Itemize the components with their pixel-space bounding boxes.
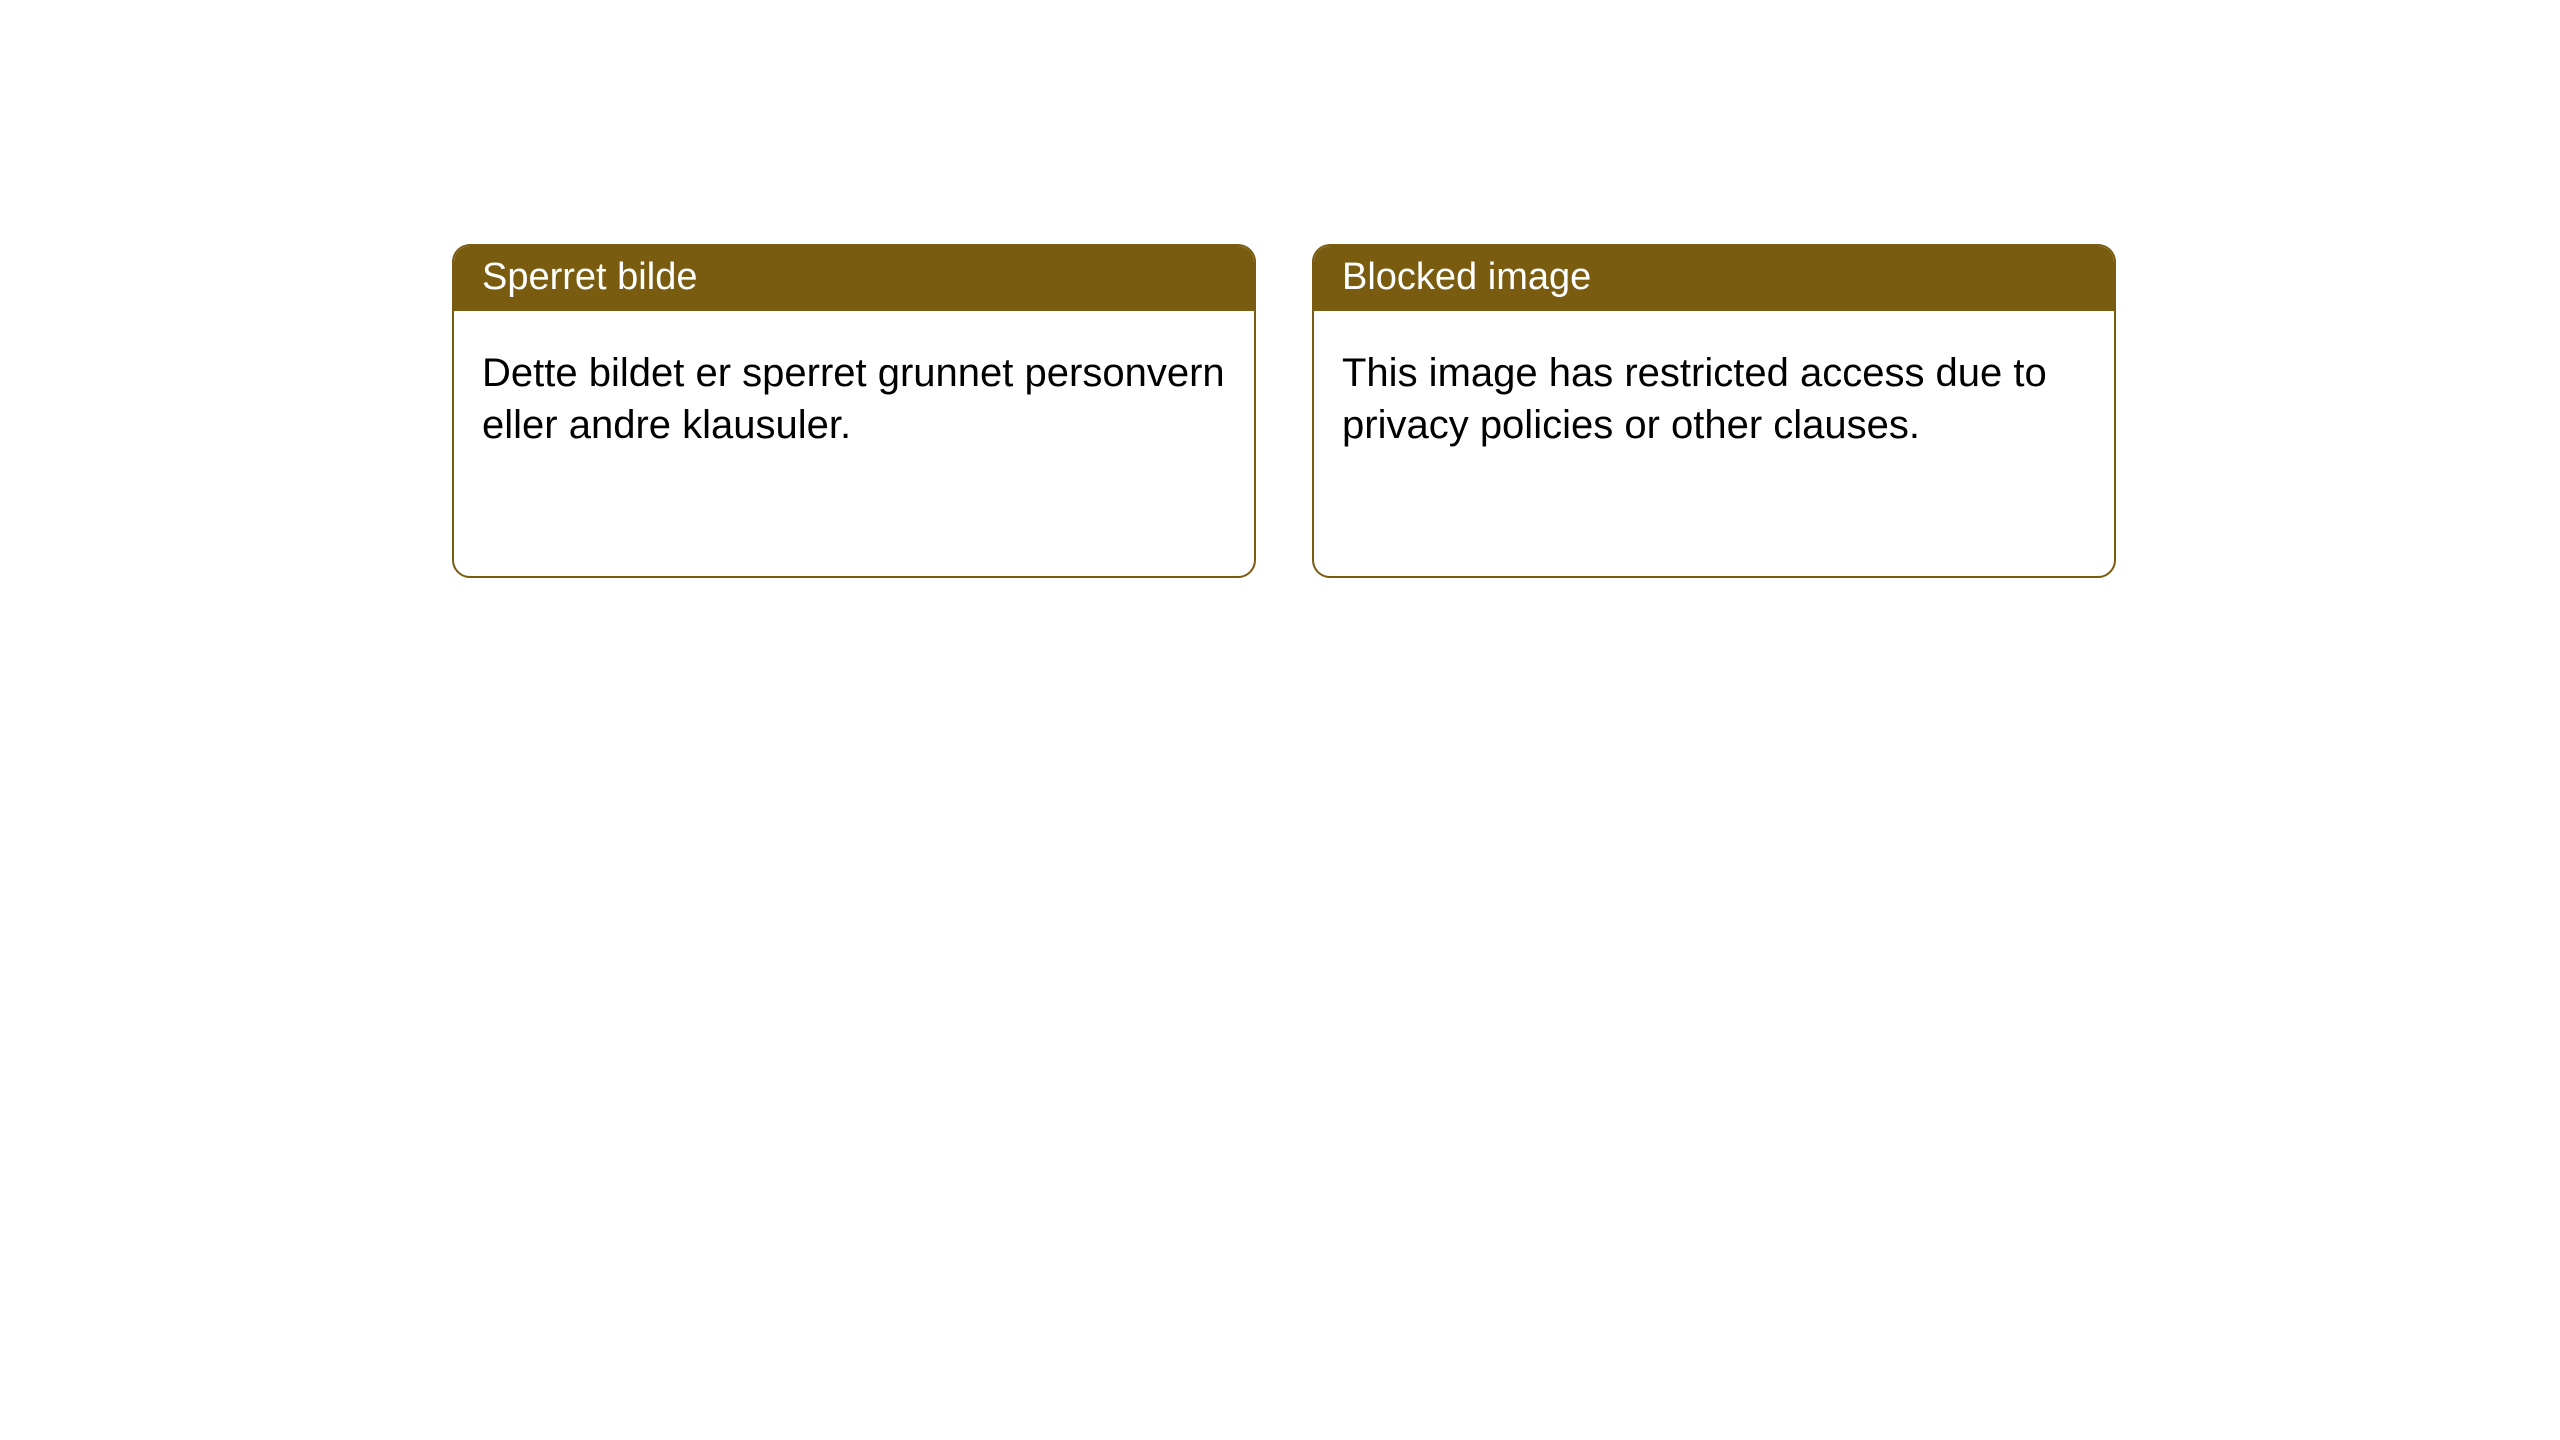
notice-container: Sperret bilde Dette bildet er sperret gr… xyxy=(0,0,2560,578)
notice-card-norwegian: Sperret bilde Dette bildet er sperret gr… xyxy=(452,244,1256,578)
notice-header-english: Blocked image xyxy=(1314,246,2114,311)
notice-card-english: Blocked image This image has restricted … xyxy=(1312,244,2116,578)
notice-body-norwegian: Dette bildet er sperret grunnet personve… xyxy=(454,311,1254,487)
notice-body-english: This image has restricted access due to … xyxy=(1314,311,2114,487)
notice-header-norwegian: Sperret bilde xyxy=(454,246,1254,311)
